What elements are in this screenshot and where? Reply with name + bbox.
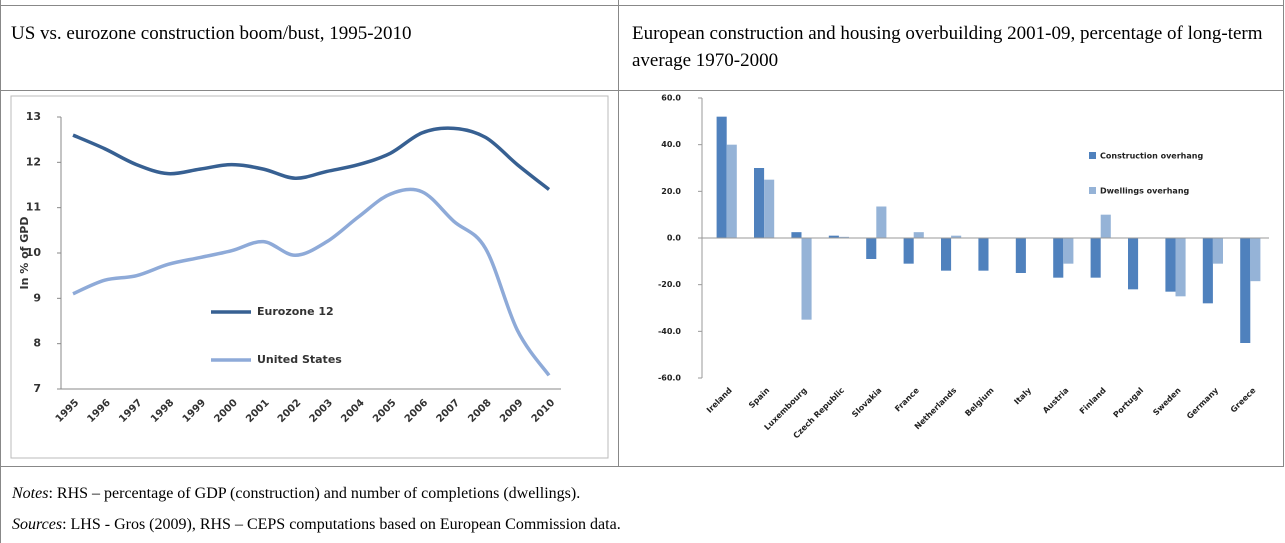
bar bbox=[1015, 238, 1026, 273]
bar bbox=[726, 144, 737, 238]
bar bbox=[791, 232, 802, 238]
x-tick-label: Greece bbox=[1229, 385, 1258, 414]
bar bbox=[1212, 238, 1223, 264]
y-tick-label: 60.0 bbox=[661, 94, 681, 103]
x-tick-label: Finland bbox=[1078, 386, 1108, 416]
bar bbox=[828, 235, 839, 238]
y-tick-label: 7 bbox=[33, 382, 41, 395]
y-tick-label: 20.0 bbox=[661, 187, 681, 196]
bar bbox=[978, 238, 989, 271]
line-series bbox=[72, 126, 551, 191]
x-tick-label: Austria bbox=[1041, 386, 1070, 415]
x-tick-label: Belgium bbox=[963, 386, 995, 418]
notes-text: : RHS – percentage of GDP (construction)… bbox=[48, 485, 581, 502]
border bbox=[1283, 0, 1284, 466]
legend-label: United States bbox=[257, 353, 342, 366]
bar bbox=[1053, 238, 1064, 278]
x-tick-label: Portugal bbox=[1112, 386, 1146, 420]
border bbox=[0, 0, 1, 543]
x-tick-label: France bbox=[893, 385, 921, 413]
y-tick-label: 13 bbox=[26, 110, 41, 123]
y-tick-label: 11 bbox=[26, 201, 41, 214]
x-tick-label: Slovakia bbox=[850, 386, 883, 419]
x-tick-label: Ireland bbox=[705, 386, 734, 415]
bar bbox=[1063, 238, 1074, 264]
y-tick-label: -40.0 bbox=[658, 327, 681, 336]
bar bbox=[1202, 238, 1213, 304]
bar bbox=[1090, 238, 1101, 278]
notes: Notes: RHS – percentage of GDP (construc… bbox=[12, 485, 580, 503]
bar bbox=[1165, 238, 1176, 292]
x-tick-label: Germany bbox=[1185, 385, 1221, 421]
y-tick-label: -20.0 bbox=[658, 280, 681, 289]
header-cell: European construction and housing overbu… bbox=[632, 23, 1263, 71]
bar bbox=[876, 206, 887, 238]
y-tick-label: 40.0 bbox=[661, 140, 681, 149]
x-tick-label: Italy bbox=[1012, 385, 1033, 406]
bar bbox=[754, 168, 765, 238]
y-tick-label: -60.0 bbox=[658, 374, 681, 383]
header-cell: US vs. eurozone construction boom/bust, … bbox=[11, 23, 412, 44]
x-tick-label: Sweden bbox=[1151, 386, 1183, 418]
bar bbox=[716, 116, 727, 238]
legend-swatch bbox=[1089, 152, 1096, 159]
y-tick-label: 10 bbox=[26, 246, 42, 259]
sources: Sources: LHS - Gros (2009), RHS – CEPS c… bbox=[12, 516, 621, 534]
x-tick-label: Spain bbox=[747, 386, 771, 410]
y-tick-label: 12 bbox=[26, 155, 41, 168]
bar bbox=[1250, 238, 1261, 282]
legend-label: Dwellings overhang bbox=[1100, 187, 1190, 196]
bar bbox=[903, 238, 914, 264]
bar bbox=[801, 238, 812, 320]
sources-label: Sources bbox=[12, 516, 63, 533]
legend-swatch bbox=[1089, 187, 1096, 194]
legend-label: Construction overhang bbox=[1100, 152, 1203, 161]
bar bbox=[941, 238, 952, 271]
chart-right: -60.0 -40.0 -20.0 0.0 20.0 40.0 60.0 Ireland Spa… bbox=[658, 94, 1269, 440]
border bbox=[0, 466, 1284, 467]
bar bbox=[913, 232, 924, 238]
y-axis-label: In % of GPD bbox=[18, 217, 31, 290]
border bbox=[618, 0, 619, 466]
y-tick-label: 8 bbox=[33, 337, 41, 350]
bar bbox=[1175, 238, 1186, 297]
bar bbox=[951, 235, 962, 238]
border bbox=[0, 90, 1284, 91]
bar bbox=[1100, 214, 1111, 238]
bar bbox=[764, 179, 775, 238]
bar bbox=[1240, 238, 1251, 343]
bar bbox=[1128, 238, 1139, 290]
bar bbox=[838, 236, 849, 238]
border bbox=[0, 5, 1284, 6]
y-tick-label: 0.0 bbox=[667, 234, 682, 243]
line-series bbox=[72, 187, 551, 377]
y-tick-label: 9 bbox=[33, 291, 41, 304]
notes-label: Notes bbox=[12, 485, 49, 502]
bar bbox=[866, 238, 877, 259]
legend-label: Eurozone 12 bbox=[257, 305, 334, 318]
sources-text: : LHS - Gros (2009), RHS – CEPS computat… bbox=[62, 516, 621, 533]
